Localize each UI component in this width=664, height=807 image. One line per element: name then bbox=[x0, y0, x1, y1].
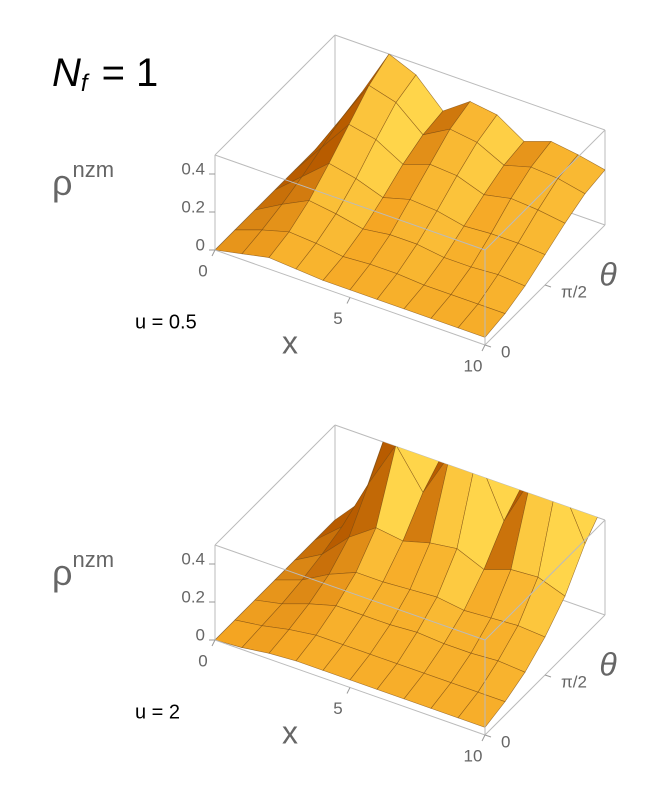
z-label-superscript: nzm bbox=[72, 547, 114, 572]
x-tick bbox=[481, 734, 486, 742]
parameter-label: u = 0.5 bbox=[135, 311, 197, 333]
figure-title: Nf = 1 bbox=[52, 51, 158, 98]
theta-tick-label: π/2 bbox=[561, 282, 587, 301]
z-tick-label: 0.2 bbox=[181, 587, 205, 606]
theta-tick bbox=[484, 734, 492, 738]
box-edge bbox=[214, 34, 336, 156]
theta-axis-label: θ bbox=[599, 646, 617, 682]
x-tick-label: 5 bbox=[333, 699, 342, 718]
title-text: = 1 bbox=[102, 51, 159, 95]
x-tick bbox=[481, 344, 486, 352]
z-tick-label: 0 bbox=[196, 235, 205, 254]
theta-tick-label: π/2 bbox=[561, 672, 587, 691]
theta-tick-label: 0 bbox=[501, 732, 510, 751]
box-edge bbox=[334, 34, 606, 131]
theta-tick bbox=[544, 674, 552, 678]
z-tick-label: 0 bbox=[196, 625, 205, 644]
theta-tick bbox=[544, 284, 552, 288]
z-tick-label: 0.4 bbox=[181, 549, 205, 568]
surface-patch bbox=[457, 303, 506, 338]
chart: 0 0.2 0.4 0 5 10 0 π/2 ρnzm x θ u = 2 bbox=[52, 424, 617, 765]
title-symbol: N bbox=[52, 51, 81, 95]
z-tick-label: 0.2 bbox=[181, 197, 205, 216]
x-tick bbox=[346, 687, 351, 694]
box-edge bbox=[214, 154, 486, 251]
theta-tick bbox=[484, 344, 492, 348]
x-tick-label: 10 bbox=[464, 746, 483, 765]
x-axis-label: x bbox=[282, 714, 298, 750]
box-edge bbox=[214, 544, 486, 641]
x-tick bbox=[346, 297, 351, 304]
z-label-superscript: nzm bbox=[72, 157, 114, 182]
title-subscript: f bbox=[81, 70, 90, 97]
x-tick bbox=[211, 249, 216, 257]
x-tick bbox=[211, 639, 216, 647]
z-tick-label: 0.4 bbox=[181, 159, 205, 178]
x-tick-label: 10 bbox=[464, 356, 483, 375]
chart: 0 0.2 0.4 0 5 10 0 π/2 ρnzm x θ u = 0.5 bbox=[52, 34, 617, 375]
box-edge bbox=[214, 424, 336, 546]
surface-patch bbox=[457, 691, 506, 728]
x-tick-label: 0 bbox=[198, 261, 207, 280]
z-axis-label: ρnzm bbox=[52, 157, 114, 203]
surface bbox=[215, 425, 605, 728]
parameter-label: u = 2 bbox=[135, 701, 180, 723]
theta-axis-label: θ bbox=[599, 256, 617, 292]
z-label-symbol: ρ bbox=[52, 162, 72, 203]
x-tick-label: 5 bbox=[333, 309, 342, 328]
box-edge bbox=[484, 129, 606, 251]
theta-tick-label: 0 bbox=[501, 342, 510, 361]
z-axis-label: ρnzm bbox=[52, 547, 114, 593]
box-edge bbox=[484, 519, 606, 641]
z-label-symbol: ρ bbox=[52, 552, 72, 593]
x-tick-label: 0 bbox=[198, 651, 207, 670]
surface-patch bbox=[530, 425, 579, 480]
x-axis-label: x bbox=[282, 324, 298, 360]
